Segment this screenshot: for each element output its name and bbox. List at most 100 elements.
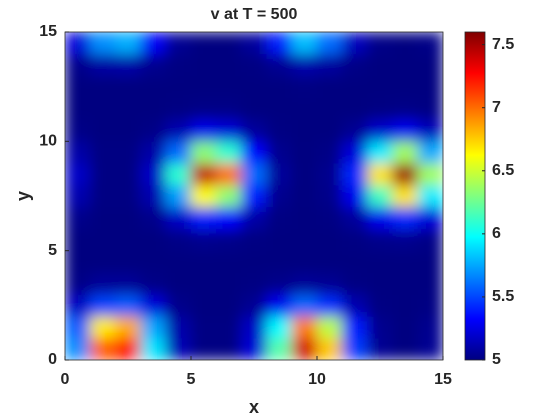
heatmap-cell	[89, 75, 116, 98]
heatmap-cell	[140, 228, 167, 251]
heatmap-cell	[65, 32, 91, 55]
heatmap-cell	[165, 337, 192, 360]
y-tick-label: 15	[39, 23, 57, 40]
heatmap-cell	[392, 184, 419, 208]
heatmap-cell	[115, 294, 141, 317]
heatmap-cell	[291, 75, 318, 98]
heatmap-cell	[241, 53, 267, 77]
heatmap-cell	[165, 184, 192, 208]
plot-area	[65, 32, 443, 360]
heatmap-cell	[316, 250, 343, 273]
heatmap-cell	[417, 250, 443, 273]
heatmap-cell	[190, 162, 217, 186]
heatmap-cell	[215, 206, 242, 230]
heatmap-cell	[266, 337, 293, 360]
heatmap-cell	[115, 228, 141, 251]
heatmap-cell	[392, 53, 419, 77]
heatmap-cell	[367, 119, 393, 142]
heatmap-cell	[341, 32, 368, 55]
heatmap-cell	[89, 32, 116, 55]
heatmap-cell	[215, 97, 242, 120]
heatmap-cell	[215, 162, 242, 186]
heatmap-cell	[89, 228, 116, 251]
heatmap-cell	[241, 228, 267, 251]
heatmap-cell	[341, 141, 368, 164]
heatmap-cell	[165, 53, 192, 77]
heatmap-cell	[65, 228, 91, 251]
heatmap-cell	[316, 184, 343, 208]
heatmap-cell	[392, 315, 419, 339]
heatmap-cell	[341, 206, 368, 230]
heatmap-cell	[115, 272, 141, 295]
heatmap-cell	[115, 119, 141, 142]
heatmap-cell	[190, 184, 217, 208]
heatmap-cell	[140, 75, 167, 98]
heatmap-cell	[241, 162, 267, 186]
heatmap-cell	[367, 337, 393, 360]
heatmap-cell	[417, 228, 443, 251]
colorbar	[464, 31, 486, 361]
heatmap-cell	[65, 206, 91, 230]
heatmap-cell	[165, 228, 192, 251]
heatmap-cell	[291, 184, 318, 208]
heatmap-cell	[65, 184, 91, 208]
heatmap-cell	[291, 294, 318, 317]
heatmap-cell	[215, 141, 242, 164]
heatmap-cell	[241, 119, 267, 142]
heatmap-cell	[65, 97, 91, 120]
heatmap-cell	[190, 228, 217, 251]
heatmap-cell	[140, 184, 167, 208]
heatmap-cell	[190, 141, 217, 164]
heatmap-cell	[316, 315, 343, 339]
heatmap-cell	[65, 272, 91, 295]
heatmap-cell	[367, 294, 393, 317]
heatmap-cell	[316, 272, 343, 295]
heatmap-cell	[417, 119, 443, 142]
heatmap-cell	[89, 272, 116, 295]
heatmap-cell	[417, 141, 443, 164]
heatmap-cell	[367, 228, 393, 251]
heatmap-cell	[367, 272, 393, 295]
heatmap-cell	[241, 337, 267, 360]
heatmap-cell	[417, 97, 443, 120]
heatmap-cell	[392, 162, 419, 186]
heatmap-cell	[417, 337, 443, 360]
heatmap-cell	[190, 250, 217, 273]
heatmap-cell	[89, 162, 116, 186]
heatmap-cell	[341, 272, 368, 295]
heatmap-cell	[392, 294, 419, 317]
heatmap-cell	[140, 53, 167, 77]
heatmap-cell	[89, 250, 116, 273]
heatmap-cell	[417, 184, 443, 208]
y-tick-label: 10	[39, 133, 57, 150]
heatmap-cell	[140, 250, 167, 273]
heatmap-cell	[341, 294, 368, 317]
heatmap-cell	[316, 75, 343, 98]
heatmap-cell	[215, 337, 242, 360]
heatmap-cell	[190, 53, 217, 77]
heatmap-cell	[392, 250, 419, 273]
heatmap-cell	[215, 53, 242, 77]
heatmap-cell	[341, 250, 368, 273]
heatmap-cell	[115, 53, 141, 77]
heatmap-cell	[215, 228, 242, 251]
heatmap-cell	[392, 206, 419, 230]
heatmap-cell	[291, 141, 318, 164]
heatmap-cell	[316, 162, 343, 186]
heatmap-cell	[165, 32, 192, 55]
x-tick-label: 15	[434, 371, 452, 388]
heatmap-cell	[341, 162, 368, 186]
heatmap-cell	[115, 162, 141, 186]
heatmap-cell	[165, 162, 192, 186]
heatmap-cell	[241, 32, 267, 55]
y-tick-label: 5	[48, 242, 57, 259]
heatmap-cell	[190, 337, 217, 360]
heatmap	[65, 32, 443, 360]
heatmap-cell	[89, 206, 116, 230]
heatmap-cell	[291, 97, 318, 120]
heatmap-cell	[341, 337, 368, 360]
heatmap-cell	[266, 75, 293, 98]
heatmap-cell	[115, 315, 141, 339]
heatmap-cell	[367, 315, 393, 339]
heatmap-cell	[266, 184, 293, 208]
